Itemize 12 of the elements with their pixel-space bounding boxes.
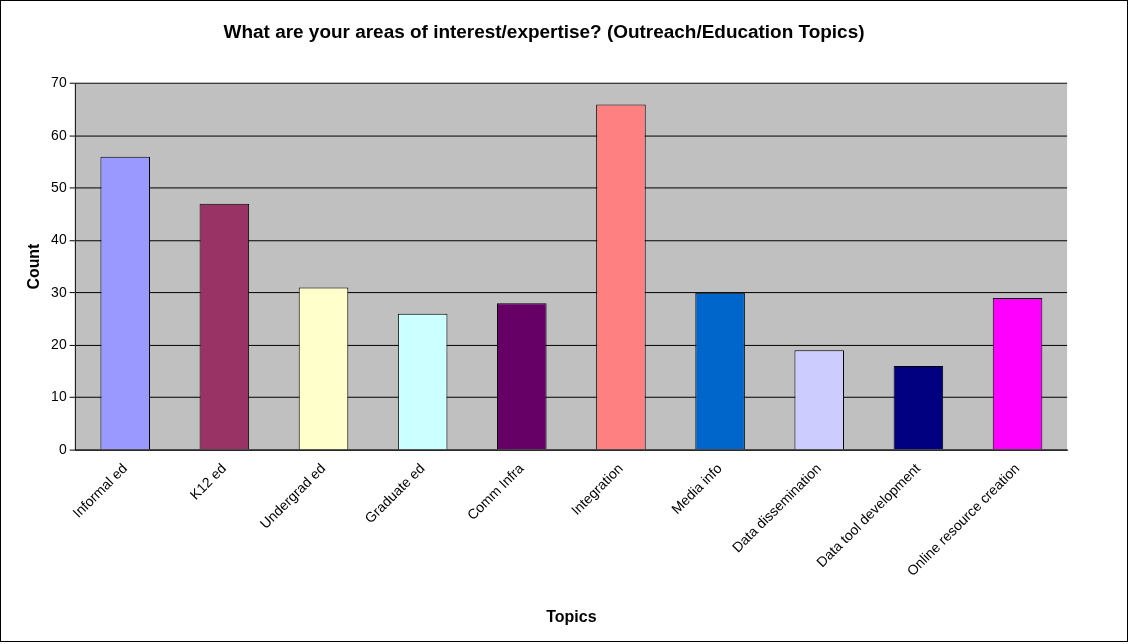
x-tick-label: K12 ed <box>186 460 230 503</box>
y-tick-label: 30 <box>51 283 67 300</box>
y-tick-label: 60 <box>51 126 67 143</box>
y-tick-label: 0 <box>58 440 67 457</box>
y-tick-label: 40 <box>51 231 67 248</box>
chart-title: What are your areas of interest/expertise? (Outreach/Education Topics) <box>223 20 865 42</box>
y-axis-title: Count <box>24 242 42 290</box>
y-tick-label: 50 <box>51 179 67 195</box>
x-axis-title: Topics <box>546 607 597 625</box>
y-tick-label: 70 <box>51 74 67 91</box>
y-tick-label: 10 <box>51 388 67 405</box>
y-tick-label: 20 <box>51 335 67 352</box>
